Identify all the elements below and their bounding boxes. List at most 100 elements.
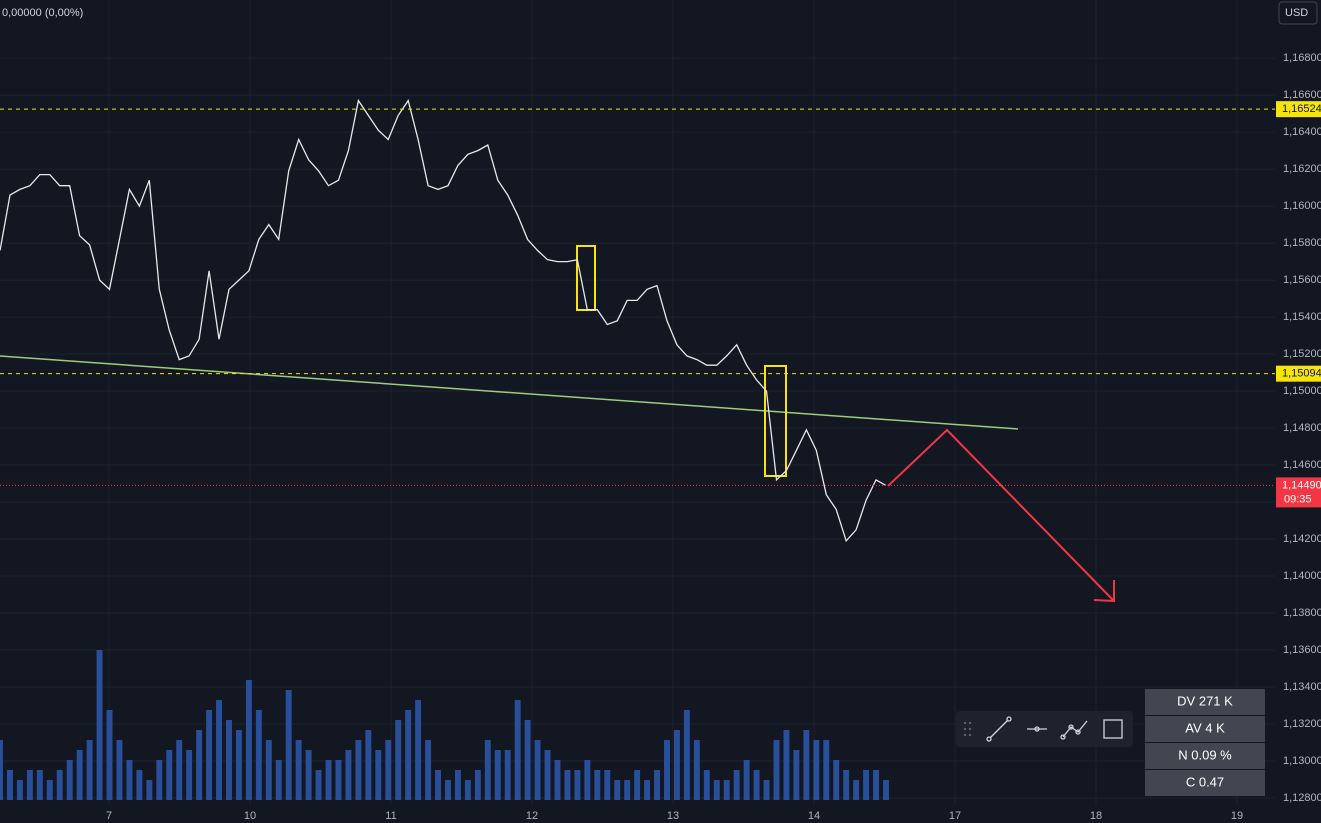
volume-bar <box>226 720 232 800</box>
volume-bar <box>494 750 501 800</box>
stat-cell <box>1145 689 1265 715</box>
volume-bar <box>763 780 770 800</box>
stat-cell <box>1145 716 1265 742</box>
trend-line-tool[interactable] <box>986 716 1012 742</box>
volume-bar <box>7 770 13 800</box>
volume-bar <box>116 740 123 800</box>
y-tick-label: 1,15600 <box>1283 274 1321 286</box>
volume-bar <box>823 740 830 800</box>
volume-bar <box>345 750 352 800</box>
volume-bar <box>743 760 750 800</box>
level-tag <box>1276 101 1321 118</box>
volume-bar <box>713 780 720 800</box>
volume-bar <box>863 770 870 800</box>
volume-bar <box>216 700 222 800</box>
volume-bar <box>584 760 591 800</box>
volume-bar <box>544 750 551 800</box>
axis-layer: 1,16800 1,16600 1,16400 1,16200 1,16000 1,158… <box>106 52 1321 822</box>
y-tick-label: 1,16000 <box>1283 200 1321 212</box>
x-tick-label: 7 <box>106 810 112 822</box>
volume-bar <box>66 760 73 800</box>
volume-bar <box>0 740 3 800</box>
trend-line <box>0 355 1019 430</box>
stat-cell <box>1145 743 1265 769</box>
stat-text: DV 271 K <box>1177 693 1233 708</box>
volume-bar <box>415 700 422 800</box>
level-label: 1,15094 <box>1282 368 1321 380</box>
volume-bar <box>96 650 103 800</box>
y-tick-label: 1,15200 <box>1283 348 1321 360</box>
y-tick-label: 1,13600 <box>1283 644 1321 656</box>
volume-bar <box>683 710 690 800</box>
volume-bar <box>474 770 481 800</box>
volume-bar <box>255 710 262 800</box>
rectangle-tool[interactable] <box>1103 719 1123 739</box>
volume-bar <box>464 780 471 800</box>
x-tick-label: 10 <box>244 810 256 822</box>
volume-bar <box>435 770 441 800</box>
volume-bar <box>514 700 521 800</box>
volume-bar <box>644 780 651 800</box>
volume-bar <box>604 770 611 800</box>
volume-bar <box>813 740 820 800</box>
highlight-box <box>576 245 596 311</box>
volume-bar <box>16 780 23 800</box>
y-tick-label: 1,15400 <box>1283 311 1321 323</box>
x-tick-label: 18 <box>1090 810 1102 822</box>
volume-bar <box>206 710 213 800</box>
price-line <box>0 98 887 543</box>
volume-bar <box>265 740 272 800</box>
volume-bar <box>176 740 183 800</box>
volume-bar <box>564 770 571 800</box>
drag-handle[interactable] <box>963 721 972 737</box>
volume-bar <box>26 770 33 800</box>
volume-bar <box>285 690 292 800</box>
volume-bar <box>793 750 800 800</box>
volume-bar <box>484 740 491 800</box>
volume-bar <box>803 730 810 800</box>
volume-bar <box>594 770 601 800</box>
volume-bar <box>275 760 282 800</box>
stat-text: C 0.47 <box>1186 774 1224 789</box>
volume-bar <box>196 730 203 800</box>
arrow-head <box>1093 580 1115 603</box>
volume-bar <box>86 740 93 800</box>
volume-bar <box>325 760 332 800</box>
volume-bar <box>156 760 163 800</box>
grid <box>0 0 1275 805</box>
volume-bar <box>36 770 43 800</box>
currency-box[interactable] <box>1278 1 1318 25</box>
y-tick-label: 1,12800 <box>1283 792 1321 804</box>
volume-bar <box>773 740 780 800</box>
drawing-toolbar <box>956 711 1133 747</box>
y-tick-label: 1,14600 <box>1283 459 1321 471</box>
x-tick-label: 19 <box>1231 810 1243 822</box>
volume-bar <box>454 770 461 800</box>
volume-bar <box>843 770 850 800</box>
horizontal-line-tool[interactable] <box>1027 726 1047 732</box>
volume-bar <box>753 770 760 800</box>
volume-bar <box>305 750 312 800</box>
volume-bar <box>634 770 641 800</box>
y-tick-label: 1,13400 <box>1283 681 1321 693</box>
y-tick-label: 1,16400 <box>1283 126 1321 138</box>
y-tick-label: 1,16800 <box>1283 52 1321 64</box>
volume-bar <box>146 780 153 800</box>
volume-bar <box>445 780 451 800</box>
volume-bar <box>654 770 660 800</box>
y-tick-label: 1,16600 <box>1283 89 1321 101</box>
y-tick-label: 1,13200 <box>1283 718 1321 730</box>
volume-bar <box>355 740 362 800</box>
volume-layer <box>0 650 889 800</box>
volume-bar <box>365 730 372 800</box>
path-tool[interactable] <box>1060 720 1088 740</box>
volume-bar <box>335 760 342 800</box>
volume-bar <box>395 720 402 800</box>
volume-bar <box>673 730 680 800</box>
volume-bar <box>873 770 879 800</box>
x-tick-label: 13 <box>667 810 679 822</box>
volume-bar <box>574 770 581 800</box>
x-tick-label: 17 <box>949 810 961 822</box>
y-tick-label: 1,14200 <box>1283 533 1321 545</box>
